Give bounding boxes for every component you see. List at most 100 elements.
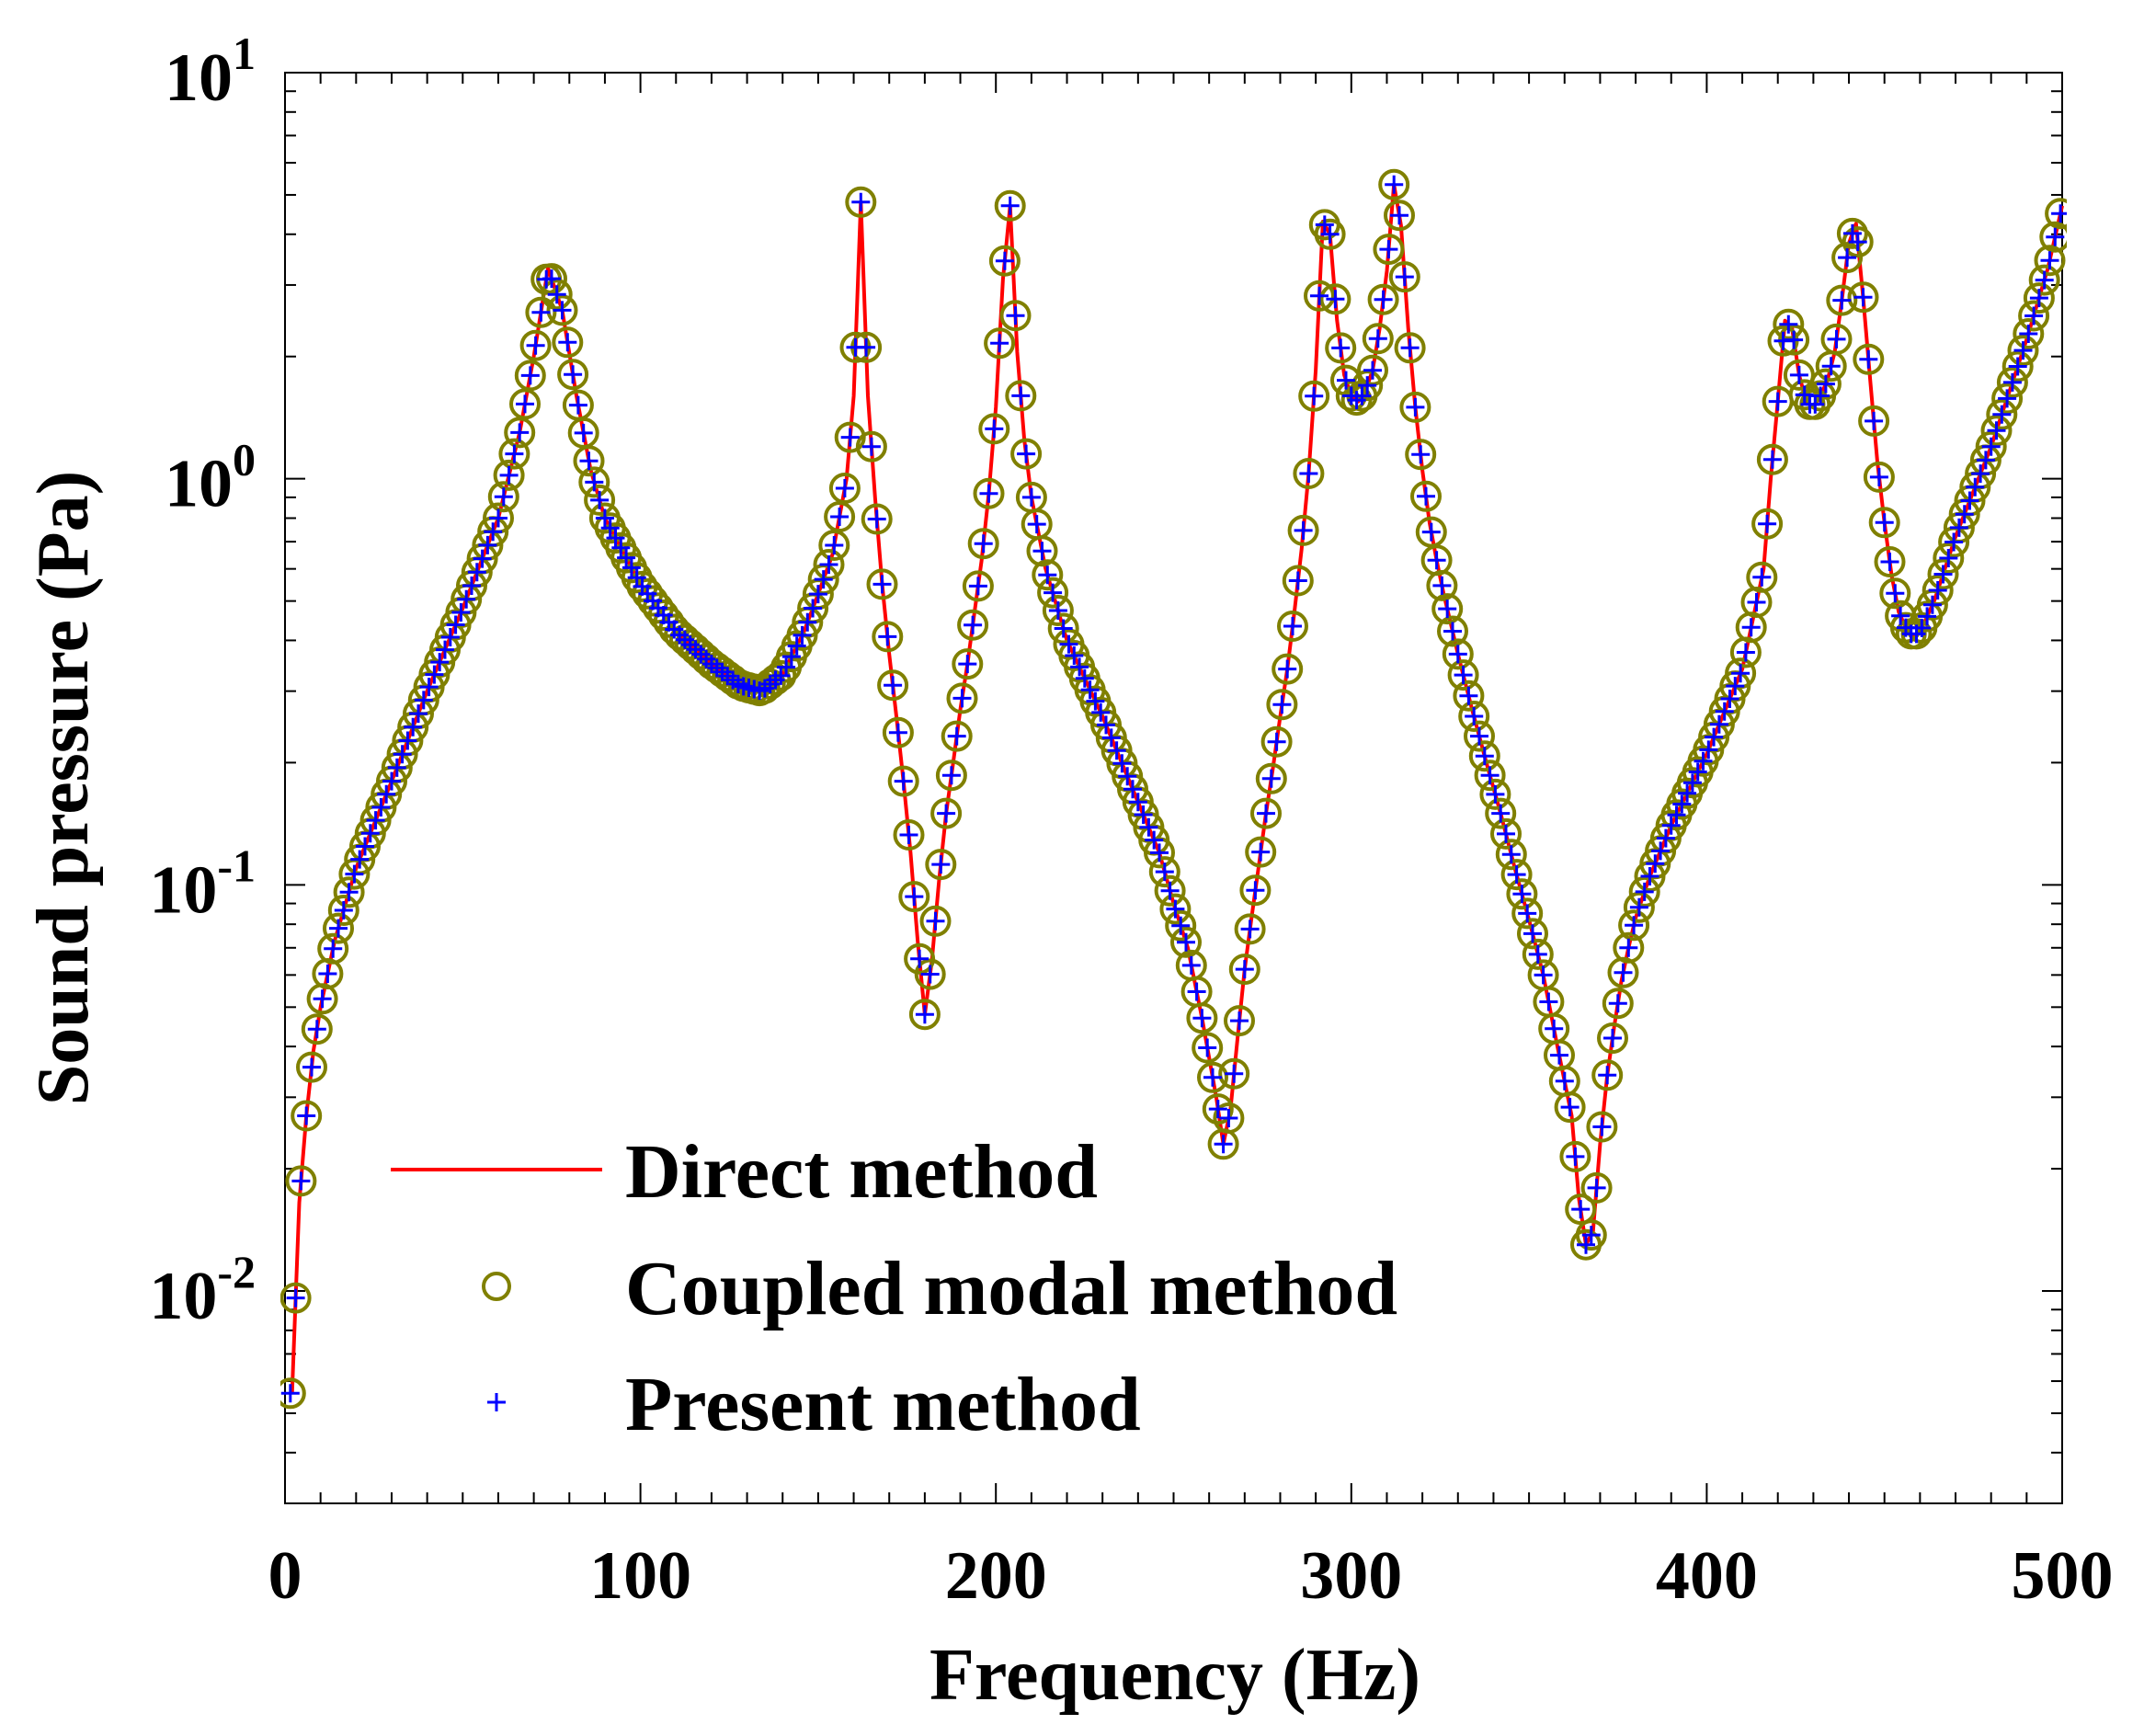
present-point: [329, 919, 348, 938]
present-point: [2035, 270, 2054, 290]
x-tick-labels: 0 100 200 300 400 500: [268, 1538, 2114, 1614]
present-point: [1555, 1071, 1574, 1091]
coupled-point: [1586, 1111, 1618, 1143]
coupled-point: [2013, 318, 2045, 349]
present-point: [1581, 1226, 1601, 1245]
coupled-point: [1591, 1059, 1624, 1091]
coupled-point: [1980, 415, 2013, 447]
y-tick-base: 10: [165, 40, 233, 116]
present-point: [777, 657, 796, 677]
coupled-point: [2023, 282, 2055, 314]
present-point: [318, 965, 337, 983]
present-point: [297, 1106, 316, 1125]
series-present-method: [280, 175, 2067, 1403]
coupled-point: [1032, 559, 1064, 591]
present-point: [1395, 268, 1414, 287]
coupled-point: [280, 1377, 306, 1410]
present-point: [1661, 816, 1681, 835]
present-point: [478, 535, 497, 554]
present-point: [409, 704, 428, 724]
coupled-point: [1868, 507, 1900, 539]
coupled-point: [824, 501, 856, 532]
coupled-point: [1479, 778, 1511, 810]
present-point: [1560, 1098, 1579, 1117]
present-point: [436, 640, 454, 659]
coupled-point: [973, 477, 1005, 509]
coupled-point: [552, 326, 584, 359]
coupled-point: [1304, 280, 1335, 312]
coupled-point: [493, 459, 525, 491]
present-point: [937, 804, 956, 823]
present-point: [1235, 960, 1254, 979]
coupled-point: [904, 942, 936, 975]
coupled-point: [1996, 366, 2028, 398]
present-point: [1928, 581, 1947, 600]
coupled-point: [1575, 1219, 1607, 1251]
present-point: [1432, 576, 1452, 595]
present-point: [1225, 1064, 1244, 1083]
coupled-point: [1367, 283, 1399, 315]
present-point: [1192, 1009, 1212, 1028]
present-point: [1720, 690, 1739, 708]
present-point: [414, 691, 433, 710]
y-tick-exponent: 1: [233, 28, 256, 79]
present-point: [1848, 233, 1867, 252]
legend-present-swatch: [487, 1393, 506, 1411]
coupled-point: [1384, 200, 1415, 232]
present-point: [894, 771, 913, 791]
present-point: [1587, 1178, 1606, 1197]
coupled-point: [1485, 797, 1517, 829]
present-point: [1736, 643, 1755, 662]
present-point: [622, 558, 641, 577]
present-point: [793, 625, 812, 645]
coupled-point: [1495, 839, 1527, 871]
coupled-point: [1602, 988, 1634, 1020]
present-point: [302, 1057, 321, 1077]
coupled-point: [1842, 226, 1874, 258]
present-point: [1480, 766, 1500, 785]
present-point: [1112, 754, 1132, 773]
present-point: [1374, 290, 1393, 309]
present-point: [451, 603, 471, 622]
present-point: [1859, 349, 1878, 369]
y-tick-exponent: 0: [233, 434, 256, 485]
present-point: [606, 529, 625, 548]
coupled-point: [1154, 874, 1186, 907]
coupled-point: [2045, 198, 2067, 230]
present-point: [1699, 740, 1718, 760]
present-point: [462, 577, 481, 595]
y-tick-label: 101: [165, 28, 256, 116]
present-point: [531, 303, 551, 322]
coupled-point: [1618, 909, 1650, 942]
present-point: [1821, 357, 1841, 376]
coupled-point: [498, 438, 530, 470]
coupled-point: [1186, 1002, 1218, 1034]
present-point: [2029, 289, 2048, 308]
present-point: [1459, 686, 1478, 705]
coupled-point: [1047, 612, 1079, 645]
present-point: [941, 766, 961, 785]
present-point: [1912, 618, 1932, 637]
coupled-point: [327, 895, 359, 926]
coupled-point: [1282, 565, 1314, 597]
present-point: [1768, 392, 1787, 411]
coupled-point: [1847, 281, 1879, 314]
coupled-point: [1565, 1194, 1597, 1226]
coupled-point: [1464, 720, 1495, 752]
present-point: [1918, 607, 1937, 626]
present-point: [1566, 1147, 1585, 1166]
present-point: [1363, 360, 1382, 380]
present-point: [1267, 732, 1286, 751]
coupled-point: [1820, 323, 1853, 355]
coupled-point: [1234, 913, 1266, 945]
present-point: [1171, 916, 1191, 935]
present-point: [1417, 486, 1435, 506]
legend-present-label: Present method: [625, 1362, 1141, 1447]
present-point: [1048, 601, 1067, 620]
coupled-point: [855, 430, 887, 463]
coupled-point: [978, 413, 1010, 445]
present-point: [1811, 386, 1830, 405]
present-point: [1337, 371, 1355, 390]
present-point: [280, 1384, 300, 1403]
